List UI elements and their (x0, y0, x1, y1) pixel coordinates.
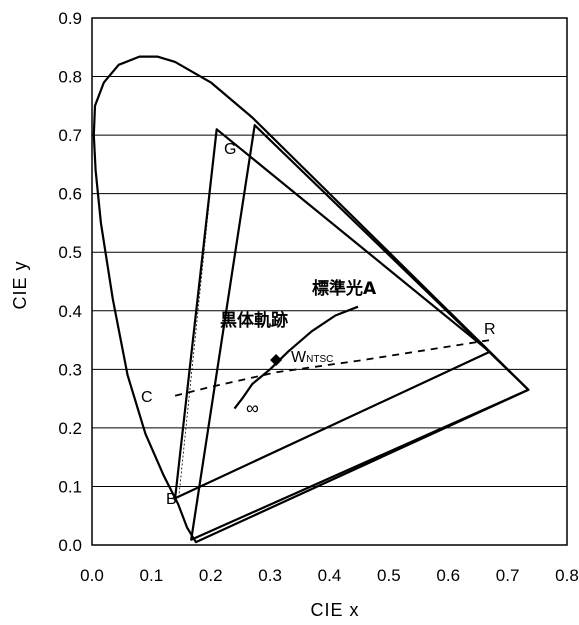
label-r: R (484, 321, 496, 338)
label-b: B (166, 491, 177, 508)
y-tick-label: 0.8 (58, 68, 82, 87)
y-tick-label: 0.1 (58, 477, 82, 496)
x-tick-label: 0.6 (436, 566, 460, 585)
y-tick-label: 0.4 (58, 302, 82, 321)
x-tick-label: 0.2 (199, 566, 223, 585)
y-tick-label: 0.9 (58, 9, 82, 28)
label-g: G (224, 141, 236, 158)
x-tick-label: 0.3 (258, 566, 282, 585)
primaries-triangle (190, 124, 530, 541)
y-tick-label: 0.0 (58, 536, 82, 555)
y-axis-title: CIE y (10, 260, 30, 309)
ntsc-gamut (174, 128, 491, 500)
label-w-main: W (291, 349, 307, 366)
y-tick-label: 0.7 (58, 126, 82, 145)
label-w-ntsc: WNTSC (291, 349, 333, 366)
label-infinity: ∞ (246, 398, 259, 418)
label-blackbody-locus: 黒体軌跡 (220, 310, 288, 331)
spectral-locus (92, 55, 530, 544)
y-tick-label: 0.5 (58, 243, 82, 262)
curves (92, 55, 530, 544)
y-tick-label: 0.6 (58, 185, 82, 204)
label-illuminant-a: 標準光A (312, 278, 377, 299)
x-tick-label: 0.1 (140, 566, 164, 585)
y-tick-label: 0.2 (58, 419, 82, 438)
grid (91, 17, 568, 546)
x-tick-label: 0.0 (80, 566, 104, 585)
x-tick-label: 0.4 (318, 566, 342, 585)
x-tick-label: 0.5 (377, 566, 401, 585)
x-axis-title: CIE x (310, 600, 359, 620)
label-c: C (141, 389, 153, 406)
label-w-sub: NTSC (306, 354, 333, 365)
x-tick-label: 0.8 (555, 566, 579, 585)
complementary-line (174, 339, 490, 397)
y-tick-label: 0.3 (58, 360, 82, 379)
tick-labels: 0.0 0.1 0.2 0.3 0.4 0.5 0.6 0.7 0.8 0.9 0.0 0.1 0.2 0… (58, 9, 578, 585)
guide-line-g-b (178, 129, 218, 495)
x-tick-label: 0.7 (496, 566, 520, 585)
white-point-marker (270, 353, 283, 366)
plot-frame (91, 17, 568, 546)
